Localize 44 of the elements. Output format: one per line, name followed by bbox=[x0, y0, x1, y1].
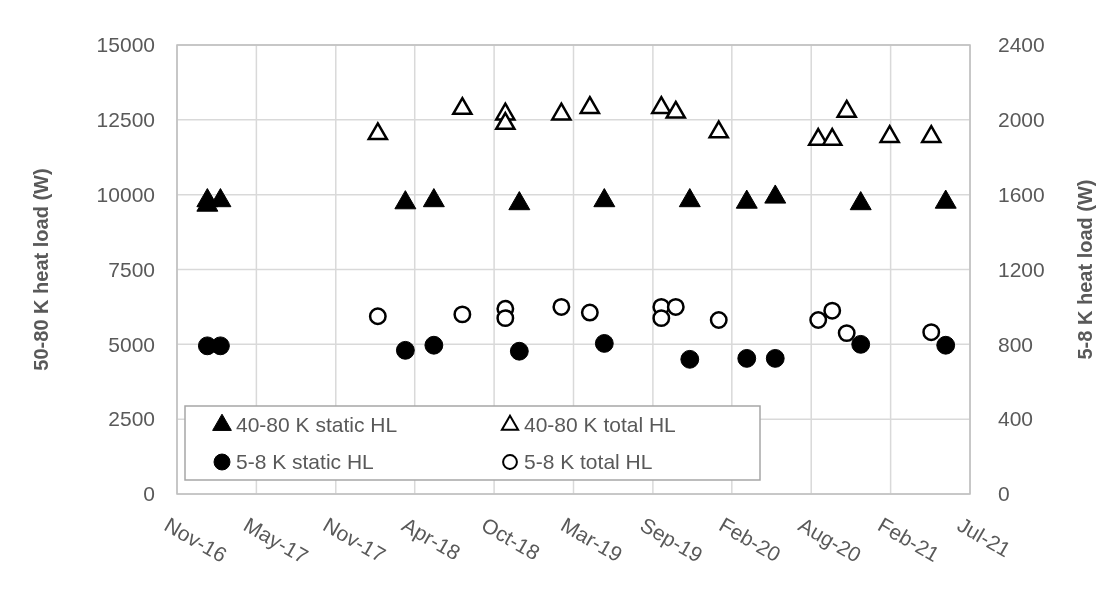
point bbox=[665, 100, 687, 119]
y2-tick-label: 2400 bbox=[998, 33, 1045, 57]
y-tick-label: 12500 bbox=[96, 108, 155, 132]
y2-tick-label: 1200 bbox=[998, 257, 1045, 281]
point bbox=[452, 96, 473, 116]
point bbox=[495, 111, 516, 131]
point bbox=[367, 122, 389, 141]
point bbox=[551, 102, 572, 121]
point bbox=[920, 124, 942, 144]
point bbox=[821, 127, 843, 146]
point bbox=[708, 120, 730, 139]
point bbox=[496, 309, 515, 328]
point bbox=[580, 303, 599, 322]
y2-tick-label: 0 bbox=[998, 482, 1010, 506]
y-tick-label: 0 bbox=[143, 482, 155, 506]
y-axis-title: 50-80 K heat load (W) bbox=[30, 168, 52, 371]
legend-label: 5-8 K static HL bbox=[236, 450, 374, 474]
y2-tick-label: 2000 bbox=[998, 108, 1045, 132]
legend-label: 40-80 K total HL bbox=[524, 413, 676, 437]
y-tick-label: 10000 bbox=[96, 182, 155, 206]
y2-tick-label: 400 bbox=[998, 407, 1034, 431]
legend-label: 5-8 K total HL bbox=[524, 450, 653, 474]
legend-label: 40-80 K static HL bbox=[236, 413, 398, 437]
point bbox=[823, 301, 842, 320]
y-tick-label: 15000 bbox=[96, 33, 155, 57]
y-tick-label: 5000 bbox=[108, 332, 155, 356]
y2-tick-label: 1600 bbox=[998, 182, 1045, 206]
point bbox=[837, 324, 856, 343]
point bbox=[836, 99, 858, 118]
point bbox=[666, 297, 685, 316]
point bbox=[652, 309, 671, 328]
point bbox=[453, 305, 472, 324]
y-tick-label: 2500 bbox=[108, 407, 155, 431]
y2-tick-label: 800 bbox=[998, 332, 1034, 356]
point bbox=[809, 311, 828, 329]
point bbox=[879, 124, 900, 144]
y2-axis-title: 5-8 K heat load (W) bbox=[1074, 179, 1096, 360]
point bbox=[579, 95, 601, 115]
point bbox=[650, 95, 672, 115]
point bbox=[552, 297, 571, 316]
point bbox=[922, 323, 941, 342]
y-tick-label: 7500 bbox=[108, 257, 155, 281]
point bbox=[368, 307, 387, 326]
point bbox=[709, 311, 728, 329]
